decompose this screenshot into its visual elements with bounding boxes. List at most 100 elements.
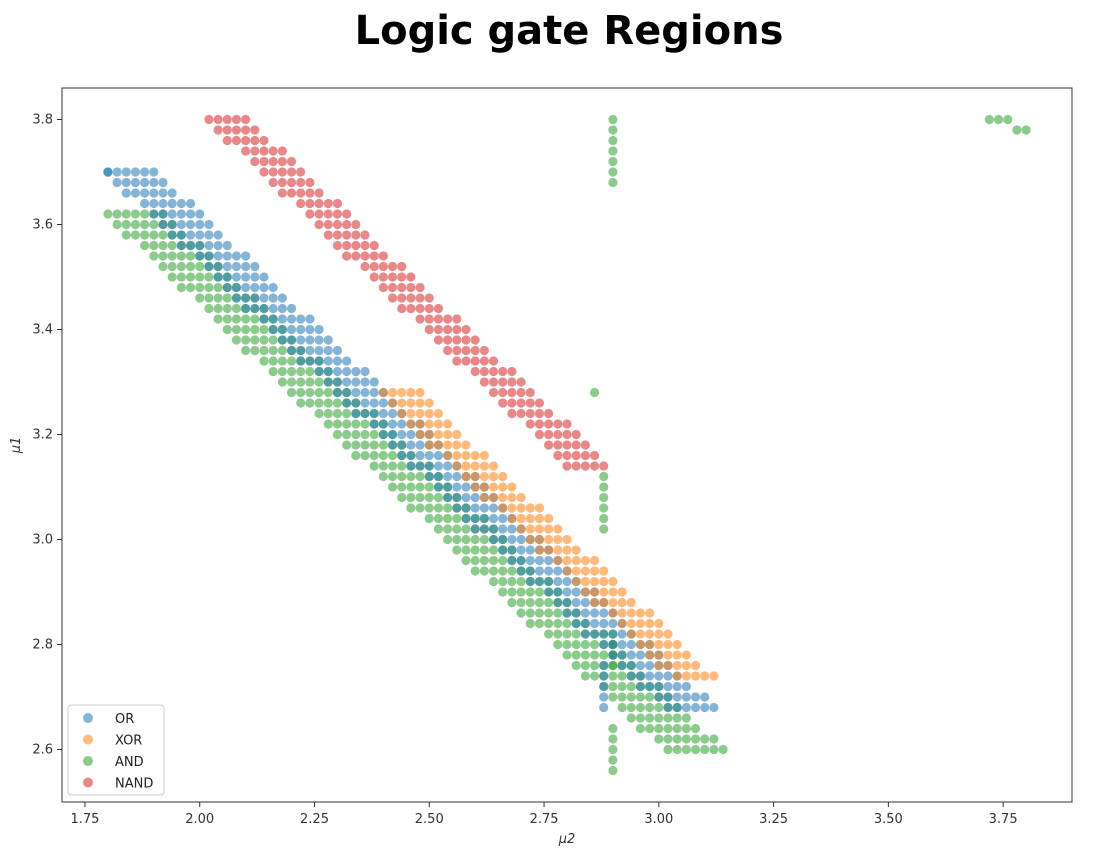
point-nand xyxy=(406,282,416,293)
point-nand xyxy=(507,377,517,387)
point-and xyxy=(534,587,545,597)
point-or xyxy=(498,534,508,545)
legend-marker-and xyxy=(83,756,93,766)
point-nand xyxy=(332,240,343,251)
point-nand xyxy=(424,293,434,303)
point-xor xyxy=(617,587,627,597)
point-nand xyxy=(452,345,462,356)
point-xor xyxy=(608,587,618,597)
point-xor xyxy=(479,450,489,461)
point-or xyxy=(433,450,444,461)
point-or xyxy=(544,576,554,587)
point-nand xyxy=(433,324,444,335)
point-and xyxy=(360,440,370,450)
point-or xyxy=(571,608,581,618)
point-and xyxy=(158,240,168,251)
point-and xyxy=(204,293,214,303)
point-and xyxy=(672,744,682,755)
point-or xyxy=(176,198,186,209)
point-xor xyxy=(443,429,453,440)
point-xor xyxy=(599,566,609,576)
point-or xyxy=(681,692,691,702)
point-nand xyxy=(323,230,333,240)
point-or xyxy=(580,597,590,608)
point-nand xyxy=(507,408,517,419)
point-or xyxy=(314,345,324,356)
point-and xyxy=(415,482,425,492)
point-or xyxy=(286,324,297,335)
point-and xyxy=(213,314,223,324)
point-nand xyxy=(259,135,269,146)
point-nand xyxy=(296,188,306,198)
point-and xyxy=(259,345,269,356)
point-nand xyxy=(305,177,315,188)
point-and xyxy=(672,734,682,744)
point-xor xyxy=(663,629,673,639)
point-nand xyxy=(397,293,407,303)
point-nand xyxy=(498,387,508,398)
point-or xyxy=(158,219,168,230)
point-or xyxy=(415,461,425,471)
point-xor xyxy=(387,398,398,408)
point-and xyxy=(516,597,526,608)
point-and xyxy=(488,555,499,566)
point-nand xyxy=(562,450,572,461)
point-and xyxy=(626,702,636,713)
point-and xyxy=(204,272,214,282)
point-or xyxy=(241,303,251,314)
point-nand xyxy=(562,461,572,471)
point-and xyxy=(525,587,535,597)
point-nand xyxy=(599,461,609,471)
point-and xyxy=(681,723,691,734)
point-nand xyxy=(516,408,526,419)
point-xor xyxy=(461,450,471,461)
point-and xyxy=(525,597,535,608)
point-nand xyxy=(342,209,352,219)
point-and xyxy=(498,566,508,576)
point-and xyxy=(305,377,315,387)
point-nand xyxy=(433,303,444,314)
point-and xyxy=(617,702,627,713)
point-or xyxy=(296,356,306,366)
point-and xyxy=(397,492,407,503)
point-and xyxy=(507,576,517,587)
point-xor xyxy=(498,503,508,513)
point-xor xyxy=(433,408,444,419)
point-xor xyxy=(452,429,462,440)
y-tick-label: 3.6 xyxy=(32,218,53,233)
point-xor xyxy=(406,408,416,419)
point-nand xyxy=(314,209,324,219)
point-nand xyxy=(406,303,416,314)
point-or xyxy=(323,366,333,377)
point-and xyxy=(663,744,673,755)
point-and xyxy=(351,419,361,429)
point-and xyxy=(286,387,297,398)
x-tick-label: 2.00 xyxy=(185,812,214,827)
point-nand xyxy=(443,345,453,356)
point-and xyxy=(424,482,434,492)
point-xor xyxy=(452,461,462,471)
point-nand xyxy=(406,293,416,303)
point-xor xyxy=(580,576,590,587)
point-nand xyxy=(378,272,388,282)
point-nand xyxy=(525,387,535,398)
point-or xyxy=(231,261,242,272)
point-or xyxy=(488,524,499,534)
point-or xyxy=(599,671,609,681)
point-and xyxy=(149,219,159,230)
point-and xyxy=(553,608,563,618)
point-xor xyxy=(488,471,499,482)
point-xor xyxy=(589,576,600,587)
point-xor xyxy=(534,534,545,545)
point-or xyxy=(378,408,388,419)
point-and xyxy=(608,146,618,156)
point-or xyxy=(241,293,251,303)
point-and xyxy=(654,702,664,713)
point-or xyxy=(296,324,306,335)
point-or xyxy=(342,387,352,398)
point-or xyxy=(415,440,425,450)
point-or xyxy=(286,314,297,324)
point-xor xyxy=(498,482,508,492)
point-or xyxy=(599,660,609,671)
point-nand xyxy=(443,314,453,324)
